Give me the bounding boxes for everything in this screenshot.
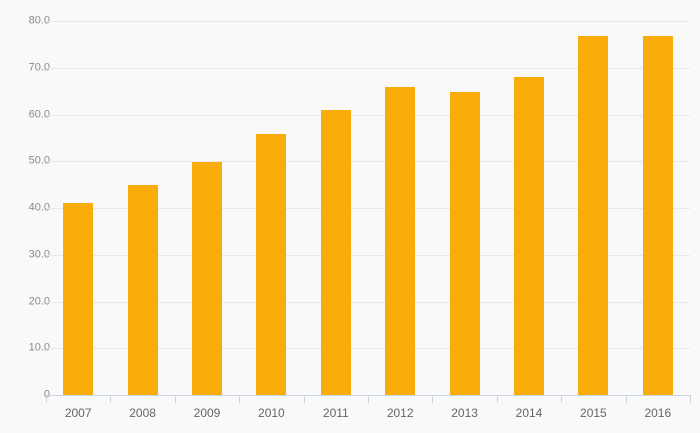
gridline-60.0: [46, 114, 690, 116]
y-axis-label-50.0: 50.0: [28, 154, 50, 167]
gridline-80.0: [46, 21, 690, 22]
x-axis-tick: [432, 395, 434, 403]
x-axis-tick: [496, 395, 498, 403]
x-axis-label-2008: 2008: [129, 406, 156, 420]
gridline-10.0: [46, 348, 690, 350]
y-axis-label-10.0: 10.0: [28, 341, 50, 354]
plot-area: 2007 2008 2009 2010 2011 2012 2013 2014 2015 2016: [46, 21, 691, 420]
gridline-50.0: [46, 161, 690, 163]
bar-2008[interactable]: [127, 185, 158, 395]
y-axis-label-70.0: 70.0: [28, 61, 50, 74]
x-axis-label-2007: 2007: [64, 406, 92, 420]
x-axis-label-2013: 2013: [451, 406, 478, 420]
bar-2007[interactable]: [63, 203, 94, 395]
x-axis-tick: [690, 395, 691, 403]
gridline-70.0: [46, 67, 690, 69]
y-axis: 0 10.0 20.0 30.0 40.0 50.0 60.0 70.0 80.0: [14, 15, 50, 400]
bar-2009[interactable]: [192, 161, 222, 395]
x-axis-label-2010: 2010: [258, 406, 285, 420]
x-axis-tick: [368, 395, 369, 403]
bar-2011[interactable]: [320, 109, 351, 395]
x-axis-tick: [110, 395, 112, 403]
bar-2016[interactable]: [642, 35, 673, 395]
x-axis-tick: [303, 395, 305, 403]
x-axis-label-2016: 2016: [644, 406, 672, 420]
x-axis-label-2012: 2012: [386, 406, 414, 420]
x-axis-label-2009: 2009: [193, 406, 221, 420]
y-axis-label-0: 0: [44, 389, 50, 401]
bar-2010[interactable]: [256, 133, 287, 395]
gridline-20.0: [46, 301, 690, 303]
y-axis-label-20.0: 20.0: [28, 295, 50, 307]
x-axis-tick: [239, 395, 241, 403]
x-axis-label-2011: 2011: [322, 406, 349, 420]
gridline-40.0: [46, 208, 690, 209]
x-axis-label-2015: 2015: [580, 406, 607, 420]
x-axis-tick: [174, 395, 176, 403]
x-axis-label-2014: 2014: [515, 406, 543, 420]
bar-2015[interactable]: [578, 35, 609, 395]
y-axis-label-60.0: 60.0: [28, 108, 50, 120]
bar-2012[interactable]: [385, 86, 416, 395]
x-axis-tick: [46, 395, 47, 403]
bar-2014[interactable]: [514, 77, 544, 395]
bar-2013[interactable]: [449, 92, 480, 395]
x-axis-tick: [561, 395, 563, 403]
y-axis-label-30.0: 30.0: [28, 248, 50, 261]
x-axis-tick: [625, 395, 627, 403]
y-axis-label-80.0: 80.0: [28, 14, 50, 27]
gridline-30.0: [46, 254, 690, 256]
y-axis-label-40.0: 40.0: [28, 201, 50, 214]
